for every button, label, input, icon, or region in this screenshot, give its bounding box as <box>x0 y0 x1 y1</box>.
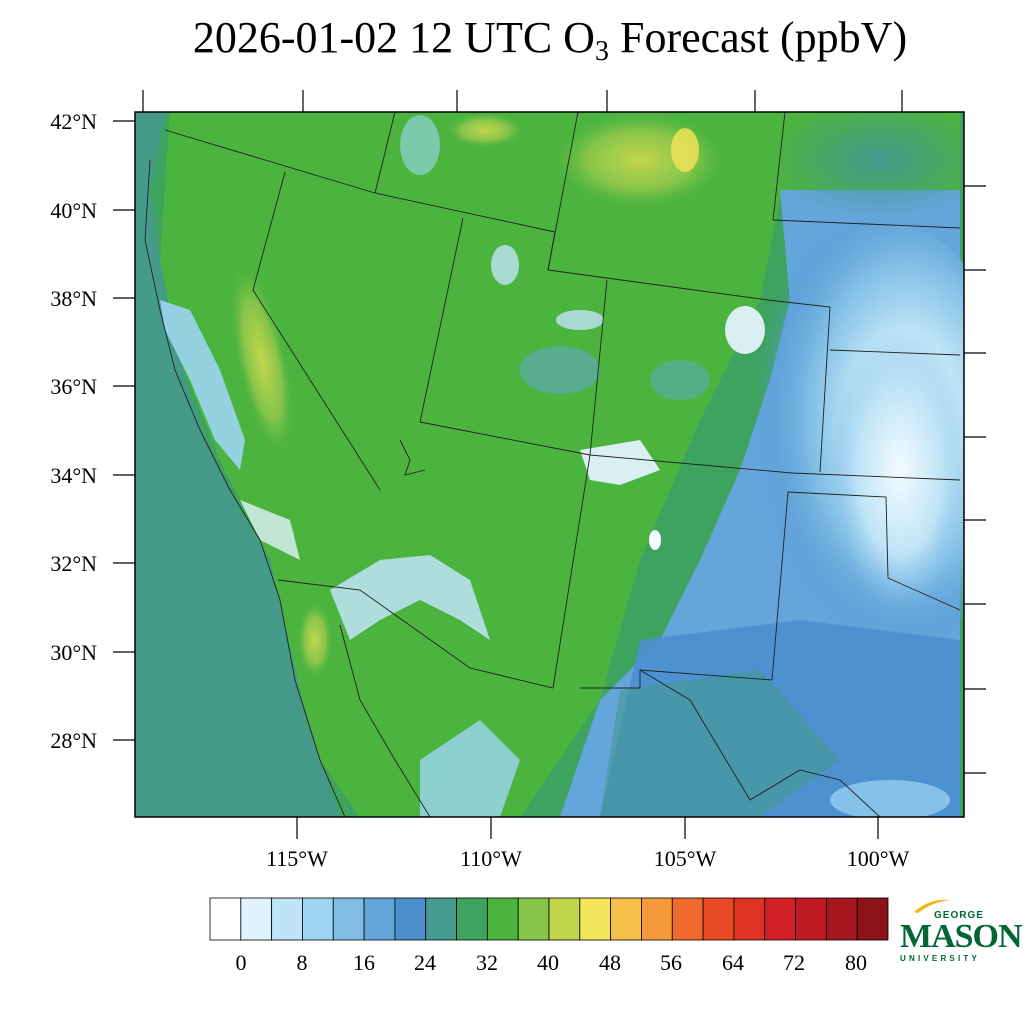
lon-label: 100°W <box>847 846 910 871</box>
colorbar-swatch <box>517 897 550 941</box>
colorbar-swatch <box>795 897 827 941</box>
lat-label: 34°N <box>50 463 97 488</box>
colorbar-swatch <box>548 897 581 941</box>
colorbar-swatch <box>394 897 427 941</box>
colorbar-label: 24 <box>414 950 436 975</box>
colorbar-swatch <box>579 897 612 941</box>
colorbar-label: 56 <box>660 950 682 975</box>
colorbar-swatch <box>702 897 735 941</box>
colorbar-swatch <box>610 897 642 941</box>
lat-label: 38°N <box>50 286 97 311</box>
right-ticks <box>964 185 986 774</box>
lon-label: 110°W <box>460 846 522 871</box>
title-suffix: Forecast (ppbV) <box>608 13 908 62</box>
gmu-logo: GEORGE MASON UNIVERSITY <box>898 898 1023 968</box>
colorbar-label: 32 <box>476 950 498 975</box>
colorbar-labels: 0 8 16 24 32 40 48 56 64 72 80 <box>236 950 868 975</box>
lat-label: 42°N <box>50 109 97 134</box>
map-frame <box>134 111 965 818</box>
colorbar-label: 8 <box>297 950 308 975</box>
colorbar-label: 80 <box>845 950 867 975</box>
colorbar-swatch <box>764 897 796 941</box>
colorbar-label: 16 <box>353 950 375 975</box>
colorbar-label: 72 <box>783 950 805 975</box>
colorbar-swatch <box>209 897 242 941</box>
colorbar-swatch <box>456 897 488 941</box>
lon-label: 105°W <box>654 846 717 871</box>
colorbar-label: 48 <box>599 950 621 975</box>
colorbar-swatch <box>302 897 334 941</box>
lat-label: 32°N <box>50 551 97 576</box>
colorbar-label: 40 <box>537 950 559 975</box>
colorbar-swatch <box>240 897 273 941</box>
logo-george: GEORGE <box>934 910 984 921</box>
logo-mason: MASON <box>900 918 1023 955</box>
colorbar-swatch <box>332 897 365 941</box>
lat-label: 30°N <box>50 640 97 665</box>
bottom-ticks <box>296 817 879 839</box>
lat-label: 28°N <box>50 728 97 753</box>
logo-university: UNIVERSITY <box>900 954 981 963</box>
lat-label: 40°N <box>50 198 97 223</box>
colorbar-swatch <box>825 897 858 941</box>
colorbar-swatch <box>486 897 519 941</box>
colorbar-swatch <box>363 897 396 941</box>
colorbar-swatch <box>425 897 457 941</box>
lat-label: 36°N <box>50 374 97 399</box>
lon-label: 115°W <box>266 846 328 871</box>
ozone-field <box>135 112 964 817</box>
swoosh-icon <box>914 899 950 913</box>
colorbar-swatch <box>733 897 766 941</box>
map-title: 2026-01-02 12 UTC O3 Forecast (ppbV) <box>0 12 1024 68</box>
state-borders <box>144 112 961 817</box>
title-text: 2026-01-02 12 UTC O <box>192 13 595 62</box>
colorbar-label: 0 <box>236 950 247 975</box>
colorbar-label: 64 <box>722 950 744 975</box>
colorbar <box>209 897 889 941</box>
top-ticks <box>142 90 903 112</box>
colorbar-swatch <box>271 897 303 941</box>
colorbar-swatch <box>671 897 704 941</box>
colorbar-swatch <box>856 897 889 941</box>
colorbar-swatch <box>641 897 673 941</box>
left-ticks <box>113 120 135 741</box>
title-subscript: 3 <box>594 36 609 67</box>
